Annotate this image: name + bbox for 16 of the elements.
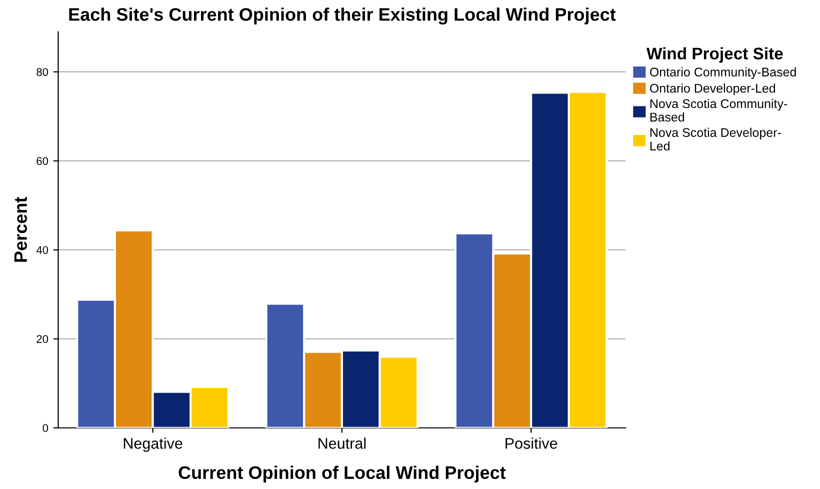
x-tick-label: Neutral [318,438,366,449]
legend-label: Nova Scotia Community-Based [650,98,788,122]
legend-label: Nova Scotia Developer-Led [650,128,781,150]
y-axis-title: Percent [14,196,28,262]
x-tick-label: Positive [506,438,558,449]
y-tick-label: 40 [36,246,48,254]
legend-label: Ontario Developer-Led [650,84,776,96]
y-tick-label: 80 [36,68,48,76]
y-tick-label: 20 [36,335,48,343]
chart-title: Each Site's Current Opinion of their Existing Local Wind Project [69,8,616,24]
y-tick-label: 0 [42,424,48,432]
y-tick-label: 60 [36,157,48,165]
x-tick-label: Negative [124,438,182,452]
legend-title: Wind Project Site [646,47,783,63]
legend-label: Ontario Community-Based [650,67,796,79]
x-axis-title: Current Opinion of Local Wind Project [178,466,506,483]
